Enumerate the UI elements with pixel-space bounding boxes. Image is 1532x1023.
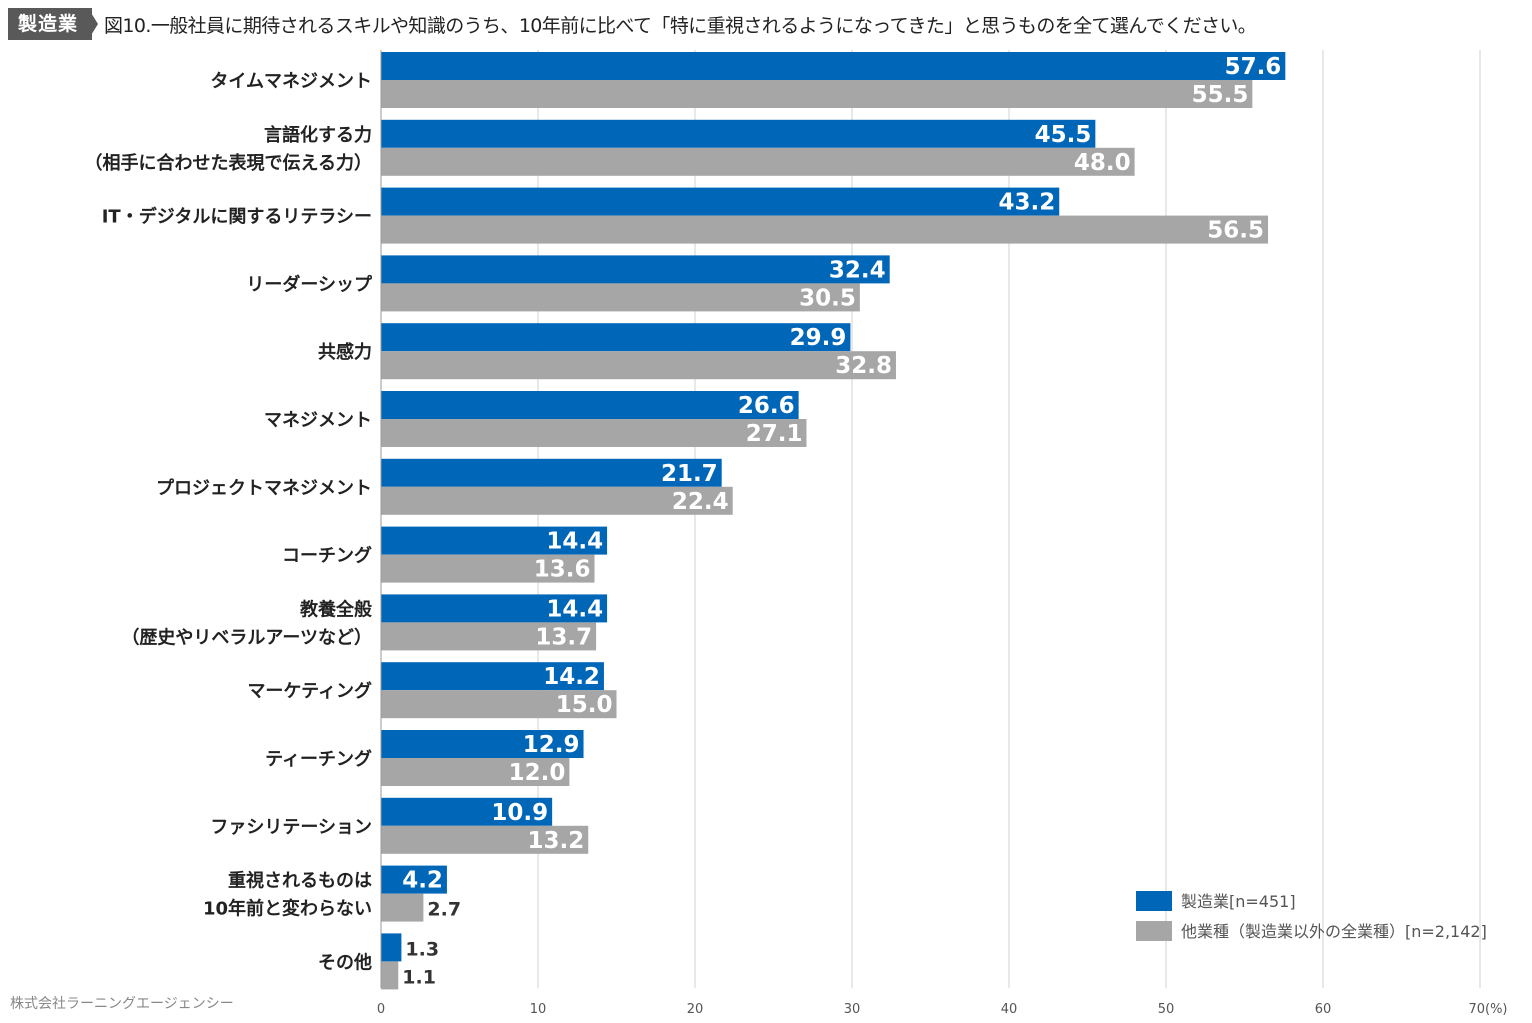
legend-swatch-other bbox=[1136, 921, 1172, 941]
data-label: 29.9 bbox=[790, 325, 847, 351]
data-label: 13.6 bbox=[534, 557, 591, 583]
bar-manufacturing bbox=[381, 52, 1286, 80]
legend-label-manufacturing: 製造業[n=451] bbox=[1181, 892, 1296, 911]
x-tick-label: 70(%) bbox=[1468, 1002, 1507, 1017]
data-label: 22.4 bbox=[672, 489, 729, 515]
x-tick-label: 20 bbox=[687, 1002, 704, 1017]
bar-other-industries bbox=[381, 283, 860, 312]
bar-other-industries bbox=[381, 215, 1269, 244]
data-label: 12.9 bbox=[523, 732, 580, 758]
data-label: 45.5 bbox=[1035, 122, 1092, 148]
data-label: 27.1 bbox=[746, 421, 803, 447]
bar-manufacturing bbox=[381, 187, 1060, 216]
bar-manufacturing bbox=[381, 526, 608, 555]
x-tick-label: 30 bbox=[844, 1002, 861, 1017]
data-label: 32.8 bbox=[835, 353, 892, 379]
data-label: 21.7 bbox=[661, 461, 718, 487]
data-label: 26.6 bbox=[738, 393, 795, 419]
data-label: 14.2 bbox=[543, 664, 600, 690]
data-label: 30.5 bbox=[799, 285, 856, 311]
category-label: リーダーシップ bbox=[246, 273, 373, 295]
bar-other-industries bbox=[381, 486, 733, 515]
category-label: 重視されるものは bbox=[228, 870, 372, 892]
category-label: ファシリテーション bbox=[210, 817, 372, 838]
chart-header: 製造業 図10.一般社員に期待されるスキルや知識のうち、10年前に比べて「特に重… bbox=[0, 0, 1532, 50]
data-label: 55.5 bbox=[1192, 82, 1249, 108]
category-label: コーチング bbox=[282, 545, 372, 567]
bar-other-industries bbox=[381, 622, 597, 651]
chart-title: 図10.一般社員に期待されるスキルや知識のうち、10年前に比べて「特に重視される… bbox=[104, 15, 1257, 37]
data-label: 2.7 bbox=[427, 899, 461, 921]
data-label: 32.4 bbox=[829, 257, 886, 283]
bar-manufacturing bbox=[381, 255, 890, 284]
bar-manufacturing bbox=[381, 662, 604, 691]
bar-other-industries bbox=[381, 147, 1135, 176]
x-tick-label: 50 bbox=[1158, 1002, 1175, 1017]
data-label: 1.3 bbox=[405, 938, 439, 960]
bar-manufacturing bbox=[381, 933, 402, 962]
category-label: 言語化する力 bbox=[264, 124, 372, 146]
x-tick-label: 10 bbox=[530, 1002, 547, 1017]
data-label: 57.6 bbox=[1225, 54, 1282, 80]
bar-manufacturing bbox=[381, 865, 447, 894]
bar-other-industries bbox=[381, 893, 424, 922]
x-tick-label: 40 bbox=[1001, 1002, 1018, 1017]
legend-swatch-manufacturing bbox=[1136, 891, 1172, 911]
category-label: （相手に合わせた表現で伝える力） bbox=[85, 152, 372, 174]
category-label: タイムマネジメント bbox=[210, 71, 372, 92]
bar-manufacturing bbox=[381, 119, 1096, 148]
data-label: 43.2 bbox=[998, 190, 1055, 216]
bar-other-industries bbox=[381, 690, 617, 719]
category-label: （歴史やリベラルアーツなど） bbox=[121, 626, 372, 648]
bar-other-industries bbox=[381, 758, 570, 786]
tag-arrow-icon bbox=[88, 8, 98, 40]
bar-other-industries bbox=[381, 419, 807, 447]
data-label: 14.4 bbox=[546, 529, 603, 555]
bar-manufacturing bbox=[381, 730, 584, 758]
bar-other-industries bbox=[381, 80, 1253, 108]
industry-tag: 製造業 bbox=[8, 8, 93, 40]
category-label: その他 bbox=[318, 951, 372, 973]
category-label: プロジェクトマネジメント bbox=[156, 477, 372, 499]
bar-manufacturing bbox=[381, 458, 722, 487]
bar-manufacturing bbox=[381, 391, 799, 419]
data-label: 56.5 bbox=[1207, 218, 1264, 244]
category-label: ティーチング bbox=[265, 748, 372, 770]
category-label: 共感力 bbox=[318, 341, 372, 363]
legend-label-other: 他業種（製造業以外の全業種）[n=2,142] bbox=[1181, 922, 1487, 941]
x-tick-label: 60 bbox=[1315, 1002, 1332, 1017]
category-label: IT・デジタルに関するリテラシー bbox=[102, 206, 372, 228]
data-label: 13.2 bbox=[527, 828, 584, 854]
data-label: 10.9 bbox=[491, 800, 548, 826]
bar-manufacturing bbox=[381, 797, 553, 826]
category-label: マネジメント bbox=[264, 410, 372, 431]
category-label: マーケティング bbox=[247, 680, 372, 702]
data-label: 13.7 bbox=[535, 624, 592, 650]
company-credit: 株式会社ラーニングエージェンシー bbox=[10, 996, 234, 1012]
category-label: 10年前と変わらない bbox=[203, 898, 372, 920]
bar-other-industries bbox=[381, 351, 896, 380]
data-label: 1.1 bbox=[402, 966, 436, 988]
category-label: 教養全般 bbox=[300, 598, 372, 620]
data-label: 14.4 bbox=[546, 596, 603, 622]
bar-other-industries bbox=[381, 825, 589, 854]
bar-manufacturing bbox=[381, 323, 851, 352]
bar-other-industries bbox=[381, 554, 595, 583]
data-label: 48.0 bbox=[1074, 150, 1131, 176]
x-tick-label: 0 bbox=[377, 1002, 385, 1017]
data-label: 4.2 bbox=[402, 868, 443, 894]
bar-other-industries bbox=[381, 961, 399, 990]
data-label: 12.0 bbox=[509, 760, 566, 786]
bar-manufacturing bbox=[381, 594, 608, 623]
data-label: 15.0 bbox=[556, 692, 613, 718]
